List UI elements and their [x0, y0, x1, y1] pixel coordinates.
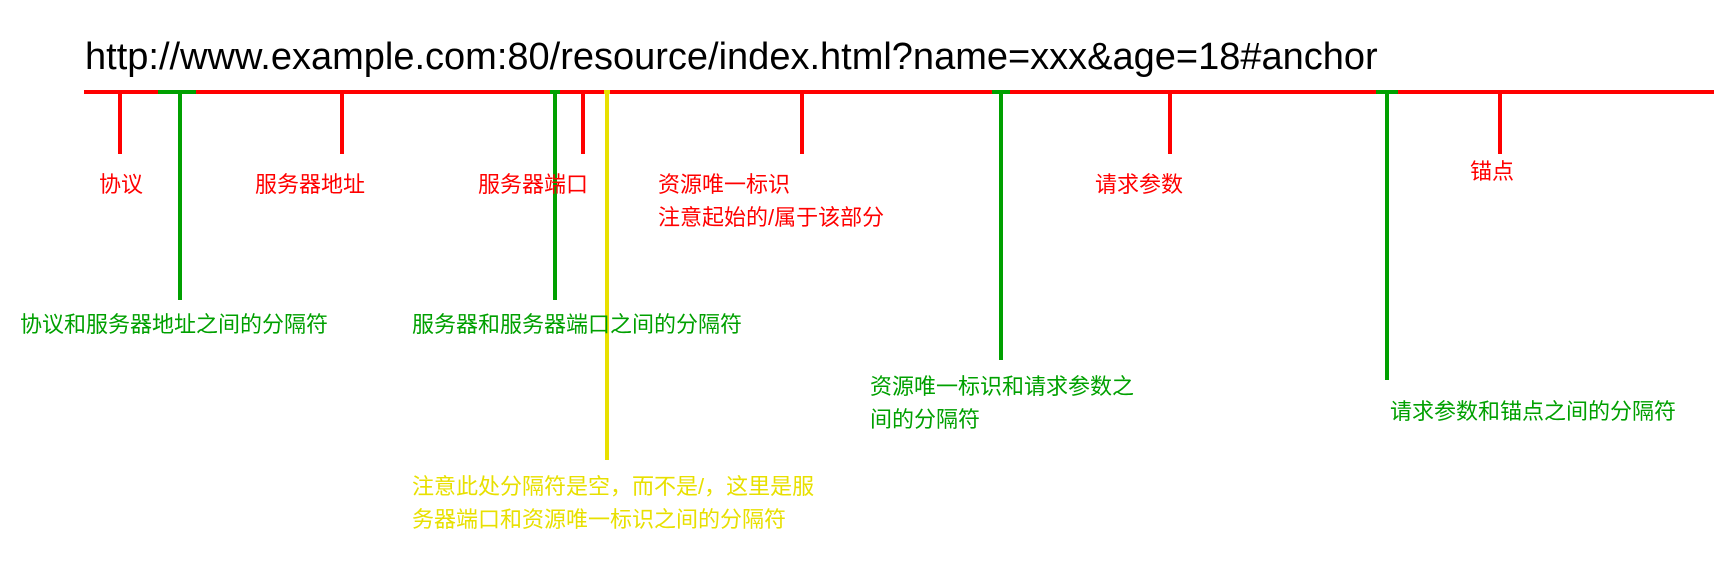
sep3-vline: [605, 90, 609, 460]
path-vline: [800, 90, 804, 154]
sep4-vline: [999, 90, 1003, 360]
port-label: 服务器端口: [478, 168, 588, 201]
sep5-label: 请求参数和锚点之间的分隔符: [1390, 395, 1676, 428]
sep4-label: 资源唯一标识和请求参数之 间的分隔符: [870, 370, 1134, 436]
anchor-vline: [1498, 90, 1502, 154]
protocol-label: 协议: [99, 168, 143, 201]
protocol-vline: [118, 90, 122, 154]
anchor-underline: [1398, 90, 1646, 94]
sep1-vline: [178, 90, 182, 300]
sep1-label: 协议和服务器地址之间的分隔符: [20, 308, 328, 341]
port-vline: [581, 90, 585, 154]
url-string: http://www.example.com:80/resource/index…: [85, 36, 1378, 79]
query-underline: [1010, 90, 1376, 94]
tail-underline: [1646, 90, 1714, 94]
sep2-label: 服务器和服务器端口之间的分隔符: [412, 308, 742, 341]
host-vline: [340, 90, 344, 154]
query-vline: [1168, 90, 1172, 154]
host-underline: [196, 90, 550, 94]
sep3-label: 注意此处分隔符是空，而不是/，这里是服 务器端口和资源唯一标识之间的分隔符: [412, 470, 814, 536]
host-label: 服务器地址: [255, 168, 365, 201]
path-label: 资源唯一标识 注意起始的/属于该部分: [658, 168, 884, 234]
query-label: 请求参数: [1095, 168, 1183, 201]
anchor-label: 锚点: [1470, 155, 1514, 188]
sep5-vline: [1385, 90, 1389, 380]
sep1-underline: [158, 90, 196, 94]
